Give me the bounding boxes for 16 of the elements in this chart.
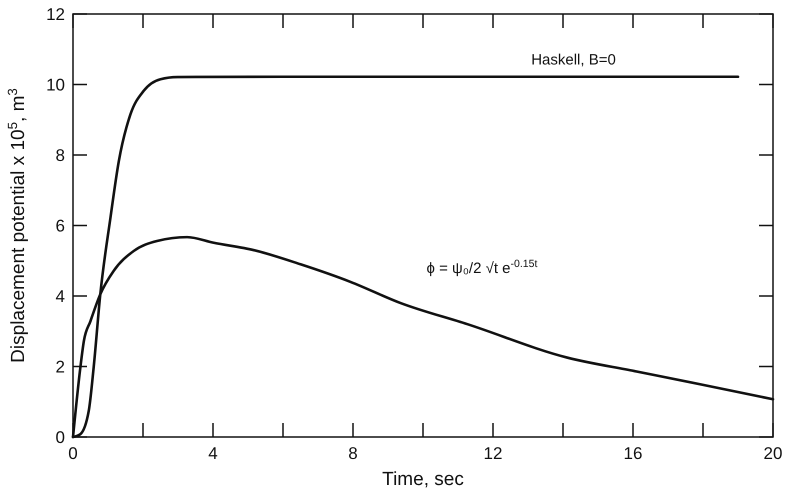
y-tick-label: 0 — [56, 428, 65, 447]
y-tick-label: 8 — [56, 146, 65, 165]
y-tick-label: 4 — [56, 286, 65, 306]
y-tick-label: 10 — [46, 75, 65, 94]
x-tick-label: 0 — [68, 444, 78, 463]
x-tick-label: 20 — [764, 444, 782, 463]
y-tick-label: 2 — [56, 357, 65, 376]
x-tick-label: 16 — [624, 444, 642, 463]
y-tick-label: 12 — [46, 4, 65, 24]
y-tick-label: 6 — [56, 216, 65, 236]
text: ϕ = ψ₀/2 √t e$^{-0.15t}$ — [426, 258, 538, 278]
x-tick-label: 4 — [208, 444, 218, 463]
series-label: Haskell, B=0 — [531, 52, 616, 69]
x-tick-label: 12 — [484, 444, 502, 463]
x-axis-title: Time, sec — [382, 469, 464, 490]
x-tick-label: 8 — [348, 444, 358, 463]
